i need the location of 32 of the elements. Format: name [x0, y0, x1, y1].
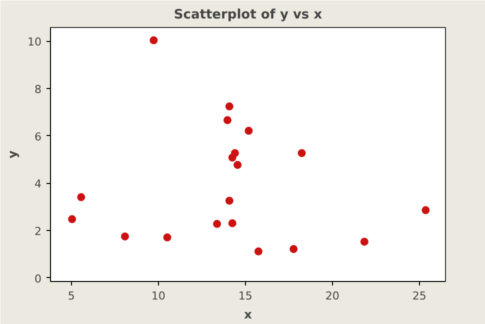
point [298, 149, 306, 158]
point [150, 36, 158, 44]
point [422, 206, 430, 214]
point [163, 233, 172, 242]
point [228, 219, 236, 228]
y-tick-label: 2 [34, 225, 42, 238]
x-tick-label: 20 [325, 290, 340, 302]
point [77, 193, 86, 202]
x-tick-label: 25 [412, 290, 426, 302]
y-tick-label: 4 [34, 178, 42, 191]
point [120, 232, 129, 240]
point [225, 102, 234, 110]
y-tick-label: 8 [34, 82, 42, 96]
x-axis-title: x [244, 308, 252, 322]
y-tick-label: 0 [34, 272, 42, 286]
point [244, 126, 253, 135]
point [254, 247, 262, 256]
point [68, 215, 76, 224]
point [223, 116, 232, 124]
point [360, 238, 368, 246]
x-tick-label: 15 [238, 290, 252, 302]
point [290, 245, 298, 254]
x-tick-label: 5 [68, 290, 75, 302]
point [234, 160, 242, 169]
chart-title: Scatterplot of y vs x [174, 8, 323, 22]
point [225, 196, 234, 205]
y-tick-label: 10 [28, 36, 42, 49]
x-tick-label: 10 [151, 290, 166, 302]
point [213, 220, 222, 228]
y-axis-title: y [6, 150, 20, 158]
y-tick-label: 6 [34, 130, 42, 144]
point [230, 149, 239, 158]
